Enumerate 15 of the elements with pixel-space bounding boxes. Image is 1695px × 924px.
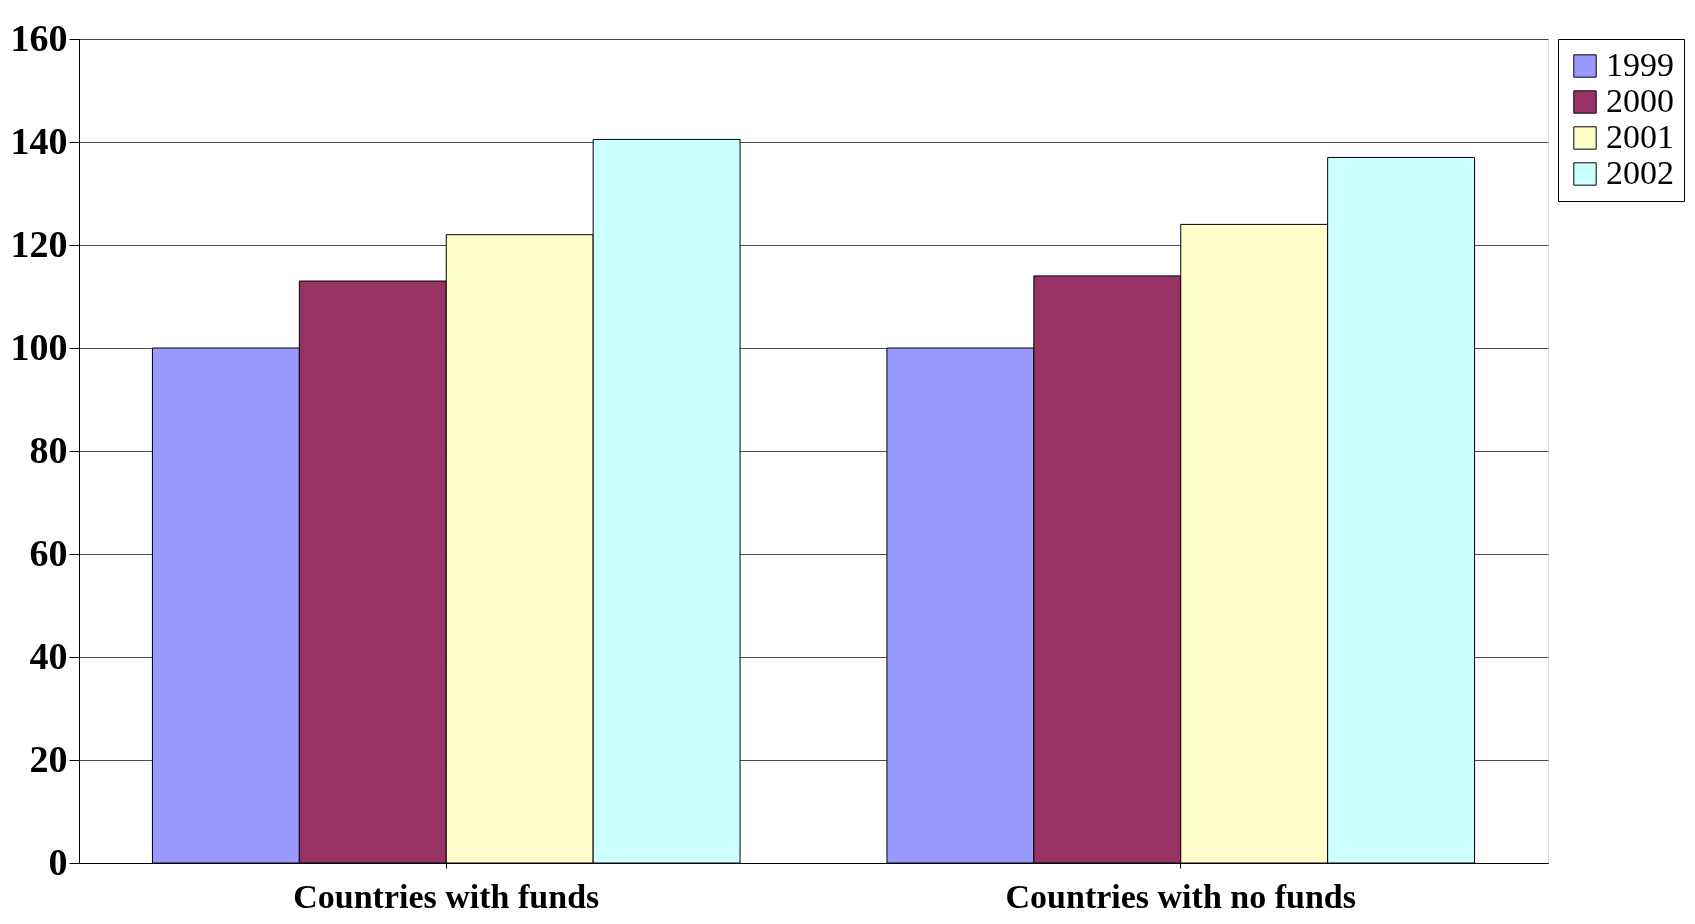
legend-label: 1999 (1606, 46, 1674, 83)
x-tick-label: Countries with funds (293, 877, 600, 915)
y-tick-label: 140 (10, 119, 68, 162)
legend-label: 2000 (1606, 82, 1674, 119)
y-tick-label: 40 (29, 634, 68, 677)
y-tick-label: 120 (10, 222, 68, 265)
y-tick-label: 80 (29, 428, 68, 471)
y-tick-label: 100 (10, 325, 68, 368)
y-tick-label: 0 (48, 840, 68, 883)
legend-label: 2001 (1606, 118, 1674, 155)
y-tick-label: 60 (29, 531, 68, 574)
y-tick-label: 160 (10, 16, 68, 59)
legend-label: 2002 (1606, 154, 1674, 191)
y-tick-label: 20 (29, 737, 68, 780)
x-tick-label: Countries with no funds (1005, 877, 1356, 915)
